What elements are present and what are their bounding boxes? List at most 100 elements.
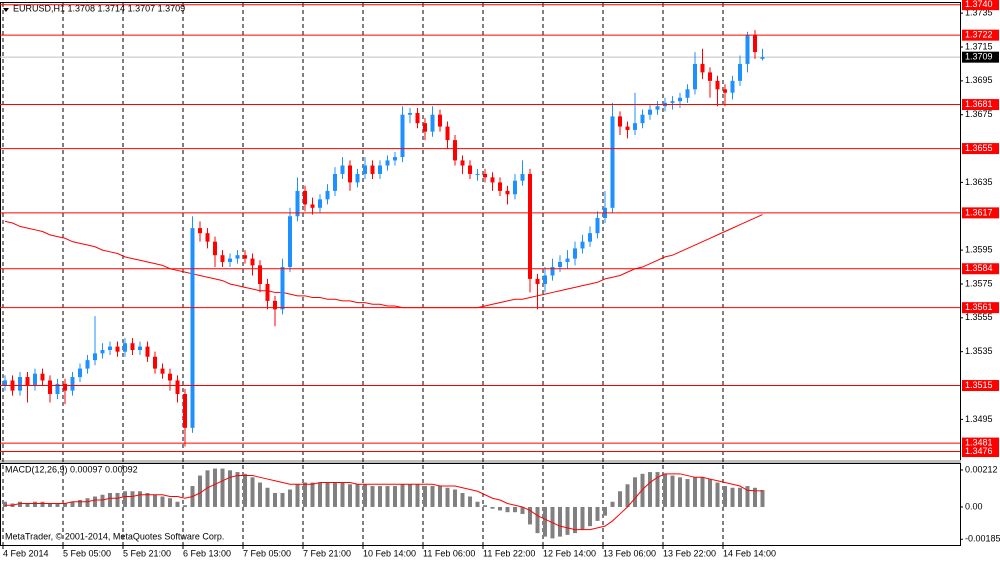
level-label-box	[962, 207, 999, 219]
macd-bar	[70, 501, 75, 507]
candle-body	[288, 216, 292, 268]
macd-bar	[355, 484, 360, 507]
candle-body	[183, 393, 187, 428]
candle-body	[408, 113, 412, 115]
candle-body	[85, 360, 90, 369]
x-tick-label: 11 Feb 06:00	[423, 548, 475, 558]
macd-bar	[745, 486, 750, 507]
candle-body	[400, 114, 405, 158]
macd-bar	[25, 503, 30, 507]
macd-bar	[153, 494, 157, 507]
macd-bar	[348, 484, 352, 507]
candle-body	[513, 180, 517, 195]
candle-body	[543, 275, 547, 284]
macd-bar	[513, 506, 517, 513]
macd-bar	[123, 491, 127, 507]
macd-bar	[595, 506, 600, 521]
macd-bar	[288, 489, 292, 507]
candle-body	[25, 377, 30, 386]
macd-bar	[235, 472, 240, 507]
macd-bar	[408, 484, 412, 507]
candle-body	[423, 123, 427, 132]
candle-body	[490, 177, 495, 183]
macd-bar	[655, 472, 660, 507]
macd-bar	[685, 479, 690, 507]
plot-layer	[0, 3, 960, 545]
y-tick-label: 1.3535	[965, 346, 993, 356]
level-label: 1.3681	[965, 99, 993, 109]
candle-body	[100, 349, 105, 354]
x-tick-label: 7 Feb 05:00	[243, 548, 291, 558]
candle-body	[760, 57, 765, 59]
candle-body	[438, 114, 442, 127]
x-tick-label: 7 Feb 21:00	[303, 548, 351, 558]
candle-body	[475, 173, 480, 175]
macd-bar	[273, 493, 277, 507]
level-label: 1.3515	[965, 380, 993, 390]
candle-body	[573, 248, 577, 259]
macd-bar	[738, 487, 742, 507]
candle-body	[558, 261, 562, 268]
candle-body	[715, 80, 720, 90]
macd-bar	[460, 493, 465, 507]
macd-bar	[415, 484, 420, 507]
candle-body	[295, 190, 300, 217]
candle-body	[655, 106, 660, 110]
macd-bar	[243, 473, 247, 507]
macd-bar	[33, 501, 37, 507]
candle-body	[745, 35, 750, 64]
macd-bar	[145, 493, 150, 507]
candle-body	[340, 165, 345, 174]
macd-bar	[610, 501, 615, 507]
candle-body	[453, 140, 457, 161]
candle-body	[580, 241, 585, 249]
y-tick-label: 1.3695	[965, 75, 993, 85]
candle-body	[648, 109, 652, 115]
candle-body	[213, 241, 217, 256]
macd-bar	[340, 482, 345, 507]
macd-bar	[468, 496, 472, 507]
candle-body	[520, 173, 525, 181]
macd-bar	[535, 506, 540, 534]
macd-bar	[18, 501, 22, 507]
candle-body	[625, 126, 630, 130]
level-label: 1.3561	[965, 302, 993, 312]
candle-body	[220, 255, 225, 262]
candle-body	[693, 63, 697, 90]
x-tick-label: 12 Feb 14:00	[543, 548, 596, 558]
macd-bar	[175, 501, 180, 507]
macd-bar	[370, 486, 375, 507]
macd-bar	[663, 473, 667, 507]
macd-bar	[505, 506, 510, 513]
macd-bar	[258, 482, 262, 507]
macd-frame	[0, 463, 961, 546]
macd-bar	[498, 506, 502, 511]
macd-bar	[678, 477, 682, 507]
candle-body	[160, 368, 165, 374]
macd-bar	[220, 468, 225, 507]
macd-bar	[723, 486, 727, 507]
level-label-box	[962, 446, 999, 458]
y-tick-label: 1.3495	[965, 414, 993, 424]
macd-bar	[475, 501, 480, 507]
level-label-box	[962, 99, 999, 111]
candle-body	[310, 204, 315, 208]
candle-body	[610, 116, 615, 208]
macd-bar	[250, 477, 255, 507]
candle-body	[618, 116, 622, 127]
x-tick-label: 11 Feb 22:00	[483, 548, 535, 558]
macd-bar	[393, 486, 397, 507]
macd-bar	[93, 496, 97, 507]
title-marker	[3, 8, 9, 12]
macd-bar	[228, 470, 232, 507]
y-tick-label: 1.3635	[965, 177, 993, 187]
macd-bar	[385, 486, 390, 507]
candle-body	[348, 165, 352, 183]
macd-bar	[670, 475, 675, 507]
candle-body	[273, 300, 277, 310]
level-label: 1.3655	[965, 143, 993, 153]
macd-bar	[700, 477, 705, 507]
candle-body	[108, 346, 112, 350]
y-tick-label: 1.3715	[965, 41, 993, 51]
y-tick-label: 1.3595	[965, 244, 993, 254]
